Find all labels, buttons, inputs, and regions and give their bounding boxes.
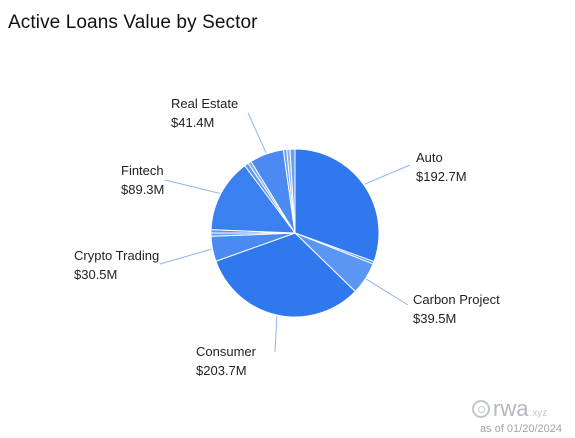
- slice-labels: Auto $192.7M Carbon Project $39.5M Consumer $…: [74, 96, 500, 378]
- watermark-tld: .xyz: [529, 407, 548, 419]
- leader-lines: [159, 112, 411, 353]
- slice-label-name: Carbon Project: [413, 292, 500, 307]
- slice-label-value: $41.4M: [171, 115, 214, 130]
- leader-line-crypto-trading: [159, 248, 212, 265]
- pie-slices: [210, 148, 380, 318]
- pie-slice-consumer[interactable]: [215, 232, 356, 318]
- slice-label-name: Auto: [416, 150, 443, 165]
- slice-label-value: $39.5M: [413, 311, 456, 326]
- leader-line-real-estate: [247, 112, 267, 154]
- slice-label-value: $30.5M: [74, 267, 117, 282]
- pie-slice-13[interactable]: [289, 148, 296, 234]
- slice-label-value: $192.7M: [416, 169, 467, 184]
- slice-label-value: $89.3M: [121, 182, 164, 197]
- leader-line-auto: [364, 164, 411, 185]
- slice-label-name: Crypto Trading: [74, 248, 159, 263]
- as-of-date: as of 01/20/2024: [480, 423, 562, 435]
- slice-label-value: $203.7M: [196, 363, 247, 378]
- leader-line-consumer: [274, 316, 278, 353]
- pie-slice-auto[interactable]: [294, 148, 380, 263]
- rwa-watermark: rwa .xyz: [472, 396, 547, 422]
- leader-line-fintech: [164, 179, 220, 194]
- slice-label-name: Fintech: [121, 163, 164, 178]
- leader-line-carbon-project: [366, 278, 409, 306]
- rwa-logo-icon: [472, 400, 490, 418]
- chart-title: Active Loans Value by Sector: [8, 12, 258, 33]
- slice-label-name: Real Estate: [171, 96, 238, 111]
- slice-label-name: Consumer: [196, 344, 257, 359]
- pie-slice-fintech[interactable]: [210, 164, 297, 234]
- watermark-brand: rwa: [493, 396, 529, 421]
